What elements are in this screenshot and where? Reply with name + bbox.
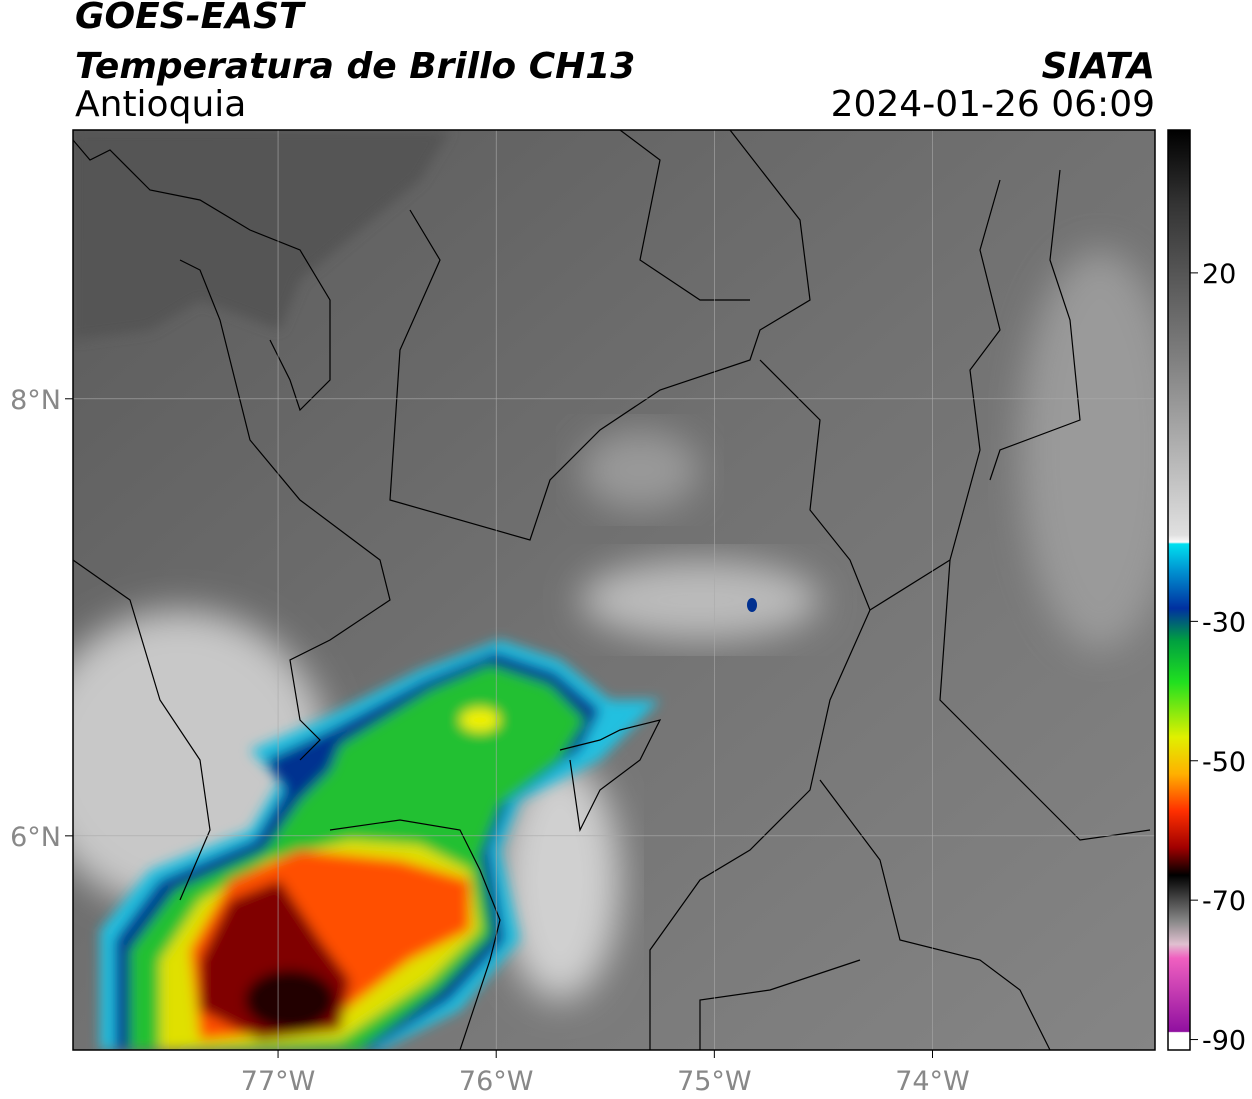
colorbar-tick-label: -50 <box>1202 747 1246 778</box>
x-tick-label: 74°W <box>895 1066 970 1097</box>
title: GOES-EAST <box>75 0 306 37</box>
map-frame <box>72 129 1156 1051</box>
x-tick-label: 76°W <box>459 1066 534 1097</box>
source: SIATA <box>1042 46 1155 87</box>
map-image <box>73 130 1155 1050</box>
y-tick-label: 6°N <box>10 822 61 853</box>
colorbar-tick-label: -30 <box>1202 607 1246 638</box>
colorbar-tick-label: -90 <box>1202 1026 1246 1057</box>
y-tick-label: 8°N <box>10 385 61 416</box>
colorbar-tick-label: -70 <box>1202 886 1246 917</box>
x-tick-label: 75°W <box>677 1066 752 1097</box>
subtitle: Temperatura de Brillo CH13 <box>75 46 635 87</box>
x-tick-label: 77°W <box>241 1066 316 1097</box>
colorbar-tick-label: 20 <box>1202 259 1236 290</box>
colorbar <box>1167 129 1191 1051</box>
datetime: 2024-01-26 06:09 <box>831 84 1155 125</box>
region: Antioquia <box>75 84 246 125</box>
